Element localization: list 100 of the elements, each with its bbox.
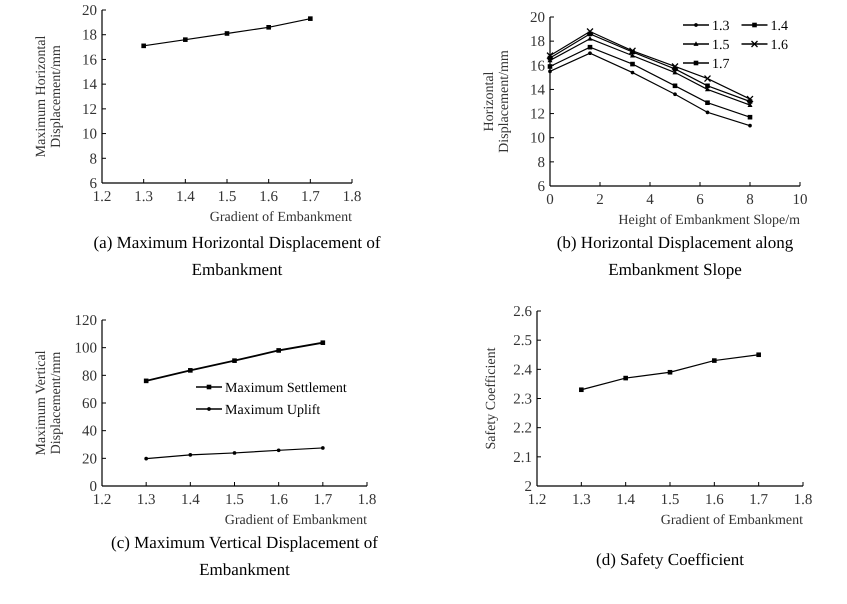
y-axis-title: Safety Coefficient <box>484 347 499 450</box>
point <box>756 352 761 358</box>
y-tick-label: 120 <box>74 313 97 329</box>
point <box>671 62 679 70</box>
y-tick-label: 6 <box>538 179 546 195</box>
y-tick-label: 12 <box>530 106 545 123</box>
y-tick-label: 100 <box>74 340 97 357</box>
point <box>705 84 710 88</box>
x-tick-label: 10 <box>792 192 808 208</box>
x-tick-label: 1.3 <box>134 189 154 205</box>
y-tick-label: 8 <box>538 154 545 171</box>
x-tick-label: 1.7 <box>749 492 769 508</box>
point <box>588 32 592 36</box>
x-tick-label: 1.5 <box>218 189 236 205</box>
point <box>586 28 594 36</box>
y-tick-label: 10 <box>82 126 97 143</box>
x-tick-label: 4 <box>646 192 654 208</box>
y-tick-label: 2.5 <box>513 333 532 350</box>
x-tick-label: 1.3 <box>136 492 156 508</box>
point <box>276 348 281 353</box>
y-tick-label: 2.4 <box>513 362 532 378</box>
y-tick-label: 0 <box>90 479 97 495</box>
legend-label: 1.6 <box>770 38 788 53</box>
legend-label: 1.3 <box>712 19 730 34</box>
text: (c) Maximum Vertical Displacement of Embankment <box>111 533 378 579</box>
x-tick-label: 1.2 <box>92 189 112 205</box>
x-tick-label: 1.8 <box>342 189 362 205</box>
x-axis-title: Gradient of Embankment <box>210 210 352 225</box>
y-tick-label: 18 <box>82 28 97 44</box>
y-tick-label: 18 <box>530 34 545 50</box>
legend-label: 1.7 <box>712 57 730 72</box>
x-tick-label: 1.5 <box>660 492 680 508</box>
y-tick-label: 10 <box>530 130 545 147</box>
point <box>546 52 554 60</box>
x-tick-label: 1.8 <box>358 492 376 508</box>
y-axis-title: Horizontal Displacement/mm <box>482 50 512 153</box>
x-tick-label: 1.6 <box>269 492 289 508</box>
point <box>308 16 313 21</box>
y-tick-label: 20 <box>82 3 97 19</box>
x-tick-label: 1.7 <box>300 189 320 205</box>
point <box>144 378 148 384</box>
point <box>320 446 325 450</box>
y-tick-label: 14 <box>530 82 546 98</box>
y-tick-label: 80 <box>82 368 97 384</box>
point <box>579 387 584 392</box>
point <box>706 110 710 114</box>
x-tick-label: 1.5 <box>225 492 244 508</box>
point <box>628 47 636 54</box>
point <box>588 44 592 50</box>
x-tick-label: 1.2 <box>92 492 112 508</box>
point <box>746 95 754 103</box>
y-tick-label: 2.1 <box>513 450 532 466</box>
x-tick-label: 6 <box>696 192 704 208</box>
point <box>623 376 628 380</box>
point <box>588 51 592 56</box>
y-tick-label: 14 <box>82 77 98 94</box>
text: (a) Maximum Horizontal Displacement of Embankment <box>93 233 381 279</box>
x-tick-label: 1.7 <box>313 492 333 508</box>
point <box>587 36 593 41</box>
x-tick-label: 1.6 <box>259 189 279 205</box>
y-tick-label: 8 <box>90 151 97 168</box>
point <box>704 74 712 82</box>
point <box>748 114 752 120</box>
point <box>320 340 326 345</box>
point <box>276 448 281 452</box>
legend-label: 1.5 <box>712 38 730 53</box>
text: (b) Horizontal Displacement along Embankment Slope <box>556 233 794 279</box>
y-axis-title: Maximum Horizontal Displacement/mm <box>34 36 64 158</box>
x-tick-label: 1.6 <box>704 492 724 508</box>
y-tick-label: 20 <box>530 10 545 26</box>
point <box>232 358 237 363</box>
point <box>630 70 634 74</box>
point <box>183 37 188 42</box>
x-tick-label: 2 <box>596 192 604 208</box>
y-tick-label: 2 <box>524 479 532 495</box>
y-tick-label: 16 <box>530 58 546 74</box>
point <box>630 50 635 54</box>
x-tick-label: 1.4 <box>176 189 196 205</box>
point <box>548 69 552 74</box>
point <box>630 62 635 66</box>
point <box>188 368 193 373</box>
point <box>141 44 146 48</box>
y-tick-label: 2.6 <box>513 304 532 320</box>
y-tick-label: 2.3 <box>513 392 532 408</box>
x-axis-title: Gradient of Embankment <box>224 513 368 528</box>
legend-label: 1.4 <box>770 19 788 34</box>
point <box>188 453 192 457</box>
x-tick-label: 1.4 <box>180 492 200 508</box>
y-tick-label: 40 <box>82 424 97 440</box>
y-tick-label: 6 <box>90 176 98 192</box>
text: (d) Safety Coefficient <box>596 550 744 569</box>
y-tick-label: 16 <box>82 52 98 68</box>
point <box>224 31 230 36</box>
point <box>266 25 271 30</box>
legend-label: Maximum Uplift <box>225 403 320 418</box>
x-tick-label: 1.8 <box>794 492 812 508</box>
point <box>705 100 710 106</box>
y-axis-title: Maximum Vertical Displacement/mm <box>34 350 64 456</box>
point <box>712 358 717 363</box>
x-axis-title: Gradient of Embankment <box>660 513 804 528</box>
